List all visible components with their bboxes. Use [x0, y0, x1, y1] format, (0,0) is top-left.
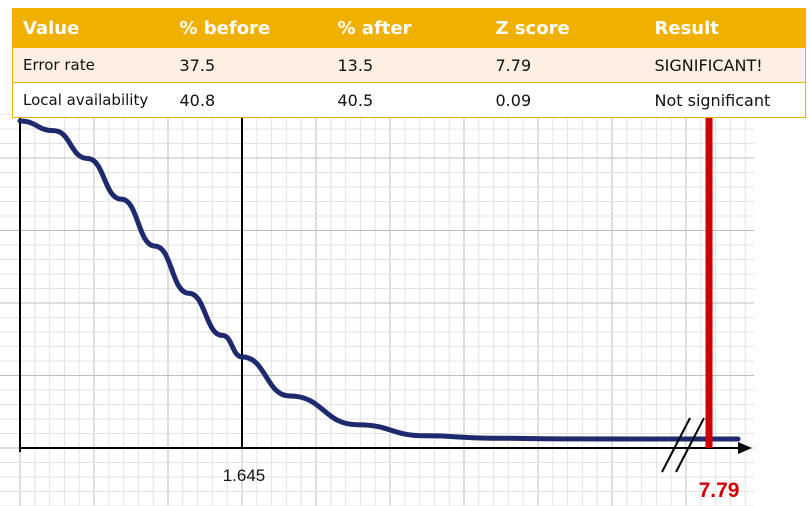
table-row: Error rate 37.5 13.5 7.79 SIGNIFICANT!: [12, 47, 806, 83]
tick-label-z-score: 7.79: [699, 479, 740, 502]
header-after: % after: [327, 8, 486, 48]
cell-after: 13.5: [327, 47, 486, 83]
row-label: Error rate: [12, 47, 170, 83]
cell-result: SIGNIFICANT!: [644, 47, 806, 83]
cell-z-score: 0.09: [485, 82, 645, 118]
x-axis-arrowhead: [738, 442, 752, 454]
tick-label-critical-value: 1.645: [223, 466, 266, 485]
results-table: Value % before % after Z score Result Er…: [12, 8, 806, 118]
cell-before: 40.8: [169, 82, 328, 118]
axis-break-mark-1: [661, 417, 691, 473]
chart-grid: [0, 112, 754, 506]
cell-before: 37.5: [169, 47, 328, 83]
cell-after: 40.5: [327, 82, 486, 118]
table-header-row: Value % before % after Z score Result: [12, 8, 806, 48]
table-row: Local availability 40.8 40.5 0.09 Not si…: [12, 82, 806, 118]
header-result: Result: [644, 8, 806, 48]
header-z-score: Z score: [485, 8, 645, 48]
row-label: Local availability: [12, 82, 170, 118]
cell-result: Not significant: [644, 82, 806, 118]
cell-z-score: 7.79: [485, 47, 645, 83]
axis-break-mark-2: [675, 417, 705, 473]
density-curve: [17, 118, 741, 442]
header-value: Value: [12, 8, 170, 48]
header-before: % before: [169, 8, 328, 48]
